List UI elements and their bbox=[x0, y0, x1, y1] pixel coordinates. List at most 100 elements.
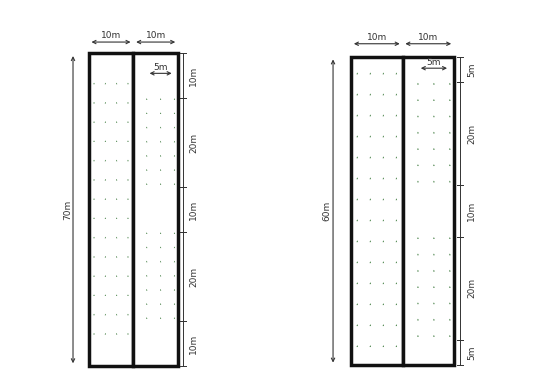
Text: 70m: 70m bbox=[63, 200, 72, 220]
Polygon shape bbox=[382, 346, 384, 347]
Polygon shape bbox=[417, 286, 418, 288]
Polygon shape bbox=[357, 157, 358, 158]
Polygon shape bbox=[160, 169, 161, 170]
Polygon shape bbox=[357, 261, 358, 262]
Polygon shape bbox=[105, 198, 106, 199]
Polygon shape bbox=[174, 303, 175, 304]
Polygon shape bbox=[146, 127, 148, 128]
Polygon shape bbox=[105, 314, 106, 315]
Polygon shape bbox=[105, 199, 106, 200]
Polygon shape bbox=[357, 262, 358, 263]
Polygon shape bbox=[174, 233, 175, 234]
Polygon shape bbox=[433, 270, 434, 271]
Polygon shape bbox=[105, 276, 106, 277]
Polygon shape bbox=[174, 261, 175, 262]
Polygon shape bbox=[449, 270, 451, 271]
Text: 20m: 20m bbox=[189, 267, 198, 287]
Polygon shape bbox=[433, 303, 434, 304]
Polygon shape bbox=[116, 122, 118, 123]
Polygon shape bbox=[160, 304, 161, 305]
Polygon shape bbox=[357, 94, 358, 95]
Polygon shape bbox=[370, 282, 371, 283]
Polygon shape bbox=[160, 127, 161, 128]
Polygon shape bbox=[93, 83, 95, 84]
Polygon shape bbox=[383, 346, 384, 347]
Polygon shape bbox=[146, 155, 147, 156]
Polygon shape bbox=[127, 295, 129, 296]
Polygon shape bbox=[116, 295, 117, 296]
Polygon shape bbox=[146, 290, 148, 291]
Polygon shape bbox=[417, 335, 418, 336]
Polygon shape bbox=[174, 184, 175, 185]
Polygon shape bbox=[160, 303, 161, 304]
Polygon shape bbox=[357, 220, 358, 221]
Polygon shape bbox=[396, 303, 397, 304]
Polygon shape bbox=[174, 112, 175, 113]
Polygon shape bbox=[433, 270, 434, 271]
Polygon shape bbox=[105, 141, 106, 142]
Polygon shape bbox=[396, 241, 397, 242]
Polygon shape bbox=[449, 303, 451, 304]
Polygon shape bbox=[396, 157, 397, 158]
Polygon shape bbox=[383, 199, 384, 200]
Polygon shape bbox=[105, 237, 106, 238]
Polygon shape bbox=[357, 178, 358, 179]
Text: 10m: 10m bbox=[467, 201, 476, 221]
Polygon shape bbox=[417, 319, 418, 320]
Text: 10m: 10m bbox=[146, 31, 166, 40]
Polygon shape bbox=[357, 93, 358, 94]
Polygon shape bbox=[433, 100, 435, 101]
Polygon shape bbox=[417, 116, 419, 117]
Polygon shape bbox=[116, 237, 118, 238]
Polygon shape bbox=[174, 233, 175, 234]
Polygon shape bbox=[127, 237, 128, 238]
Polygon shape bbox=[116, 83, 118, 84]
Polygon shape bbox=[93, 179, 95, 180]
Polygon shape bbox=[396, 199, 397, 200]
Polygon shape bbox=[357, 178, 358, 179]
Polygon shape bbox=[93, 199, 95, 200]
Polygon shape bbox=[127, 179, 129, 180]
Polygon shape bbox=[105, 256, 106, 257]
Polygon shape bbox=[382, 178, 384, 179]
Text: 10m: 10m bbox=[101, 31, 121, 40]
Text: 5m: 5m bbox=[467, 62, 476, 77]
Polygon shape bbox=[369, 241, 371, 242]
Polygon shape bbox=[160, 261, 161, 262]
Polygon shape bbox=[160, 127, 161, 128]
Polygon shape bbox=[94, 121, 95, 122]
Polygon shape bbox=[105, 121, 106, 122]
Polygon shape bbox=[105, 333, 106, 334]
Polygon shape bbox=[357, 346, 358, 347]
Polygon shape bbox=[357, 283, 358, 284]
Polygon shape bbox=[370, 198, 371, 199]
Polygon shape bbox=[357, 283, 358, 284]
Polygon shape bbox=[357, 303, 358, 304]
Polygon shape bbox=[160, 99, 161, 100]
Polygon shape bbox=[369, 94, 371, 95]
Polygon shape bbox=[160, 113, 161, 114]
Polygon shape bbox=[127, 334, 129, 335]
Polygon shape bbox=[357, 304, 358, 305]
Polygon shape bbox=[449, 270, 450, 271]
Polygon shape bbox=[127, 218, 129, 219]
Polygon shape bbox=[433, 116, 435, 117]
Polygon shape bbox=[127, 83, 129, 84]
Polygon shape bbox=[369, 157, 371, 158]
Polygon shape bbox=[449, 254, 451, 255]
Polygon shape bbox=[105, 141, 106, 142]
Polygon shape bbox=[449, 83, 451, 84]
Polygon shape bbox=[127, 122, 129, 123]
Polygon shape bbox=[396, 220, 397, 221]
Polygon shape bbox=[433, 302, 434, 303]
Polygon shape bbox=[146, 247, 147, 248]
Polygon shape bbox=[449, 237, 450, 238]
Polygon shape bbox=[396, 283, 397, 284]
Polygon shape bbox=[369, 199, 371, 200]
Polygon shape bbox=[127, 295, 128, 296]
Polygon shape bbox=[127, 141, 128, 142]
Polygon shape bbox=[449, 164, 450, 165]
Polygon shape bbox=[417, 84, 419, 85]
Polygon shape bbox=[116, 179, 117, 180]
Polygon shape bbox=[160, 155, 161, 156]
